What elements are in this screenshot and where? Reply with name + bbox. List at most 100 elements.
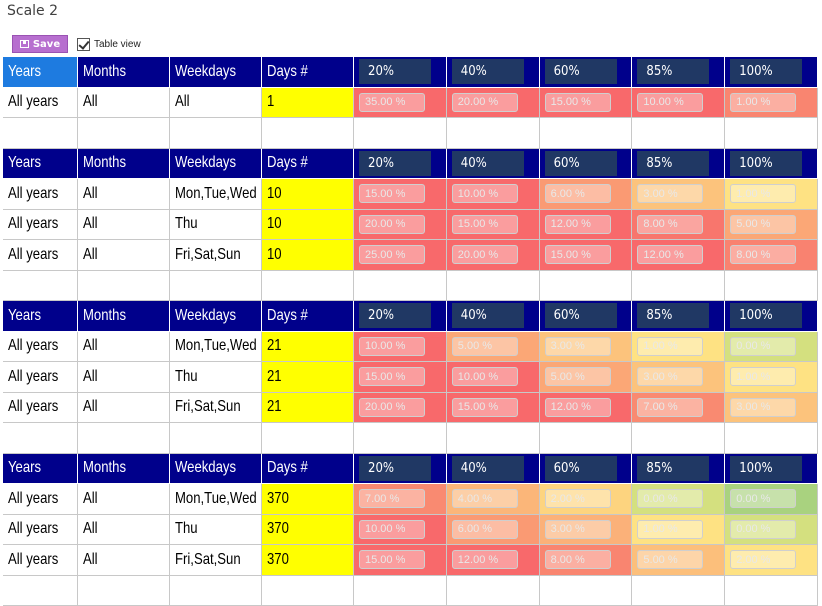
pct-value-input[interactable]: 15.00 % [359, 550, 425, 569]
blank-cell [447, 423, 540, 454]
header-pct-cell: 40% [447, 301, 540, 332]
pct-value-input[interactable]: 10.00 % [452, 367, 518, 386]
pct-value-cell: 10.00 % [447, 362, 540, 393]
pct-value-input[interactable]: 4.00 % [452, 489, 518, 508]
pct-value-input[interactable]: 0.00 % [730, 489, 796, 508]
pct-value-input[interactable]: 15.00 % [545, 245, 611, 264]
pct-value-input[interactable]: 15.00 % [359, 367, 425, 386]
pct-value-input[interactable]: 10.00 % [452, 184, 518, 203]
pct-value-cell: 12.00 % [447, 545, 540, 576]
pct-value-input[interactable]: 1.00 % [730, 93, 796, 112]
blank-cell [170, 271, 262, 302]
pct-value-input[interactable]: 7.00 % [359, 489, 425, 508]
pct-value-input[interactable]: 5.00 % [452, 337, 518, 356]
pct-value-cell: 10.00 % [632, 88, 725, 119]
months-cell: All [78, 515, 170, 546]
pct-value-input[interactable]: 5.00 % [637, 550, 703, 569]
pct-value-input[interactable]: 8.00 % [730, 245, 796, 264]
pct-value-input[interactable]: 20.00 % [452, 93, 518, 112]
days-cell-text: 370 [267, 551, 289, 569]
pct-value-input[interactable]: 6.00 % [452, 520, 518, 539]
pct-value-input[interactable]: 15.00 % [545, 93, 611, 112]
pct-value-input[interactable]: 3.00 % [545, 520, 611, 539]
months-cell-text: All [83, 246, 98, 264]
blank-cell [3, 423, 78, 454]
days-cell-text: 10 [267, 246, 282, 264]
header-days-text: Days # [267, 63, 308, 81]
pct-value-cell: 12.00 % [540, 393, 633, 424]
pct-value-input[interactable]: 25.00 % [359, 245, 425, 264]
pct-value-cell: 15.00 % [540, 88, 633, 119]
pct-value-input[interactable]: 8.00 % [637, 215, 703, 234]
header-weekdays-text: Weekdays [175, 459, 236, 477]
pct-value-input[interactable]: 3.00 % [730, 398, 796, 417]
pct-value-cell: 1.00 % [725, 362, 818, 393]
pct-value-input[interactable]: 3.00 % [545, 337, 611, 356]
pct-value-input[interactable]: 0.00 % [730, 337, 796, 356]
pct-value-cell: 15.00 % [447, 210, 540, 241]
months-cell: All [78, 88, 170, 119]
pct-value-input[interactable]: 8.00 % [545, 550, 611, 569]
weekdays-cell: All [170, 88, 262, 119]
pct-value-input[interactable]: 35.00 % [359, 93, 425, 112]
table-view-checkbox[interactable] [77, 38, 90, 51]
blank-cell [632, 271, 725, 302]
pct-value-input[interactable]: 0.00 % [637, 489, 703, 508]
pct-value-input[interactable]: 3.00 % [637, 367, 703, 386]
pct-value-input[interactable]: 12.00 % [452, 550, 518, 569]
pct-value-input[interactable]: 1.00 % [730, 184, 796, 203]
blank-cell [170, 423, 262, 454]
pct-value-input[interactable]: 7.00 % [637, 398, 703, 417]
months-cell: All [78, 210, 170, 241]
pct-value-cell: 8.00 % [725, 240, 818, 271]
months-cell: All [78, 545, 170, 576]
pct-value-input[interactable]: 1.00 % [730, 367, 796, 386]
header-pct-cell: 20% [354, 149, 447, 180]
pct-value-input[interactable]: 2.00 % [545, 489, 611, 508]
days-cell-text: 21 [267, 368, 282, 386]
pct-value-input[interactable]: 20.00 % [452, 245, 518, 264]
pct-value-input[interactable]: 15.00 % [359, 184, 425, 203]
header-pct-cell: 40% [447, 149, 540, 180]
header-years-text: Years [8, 154, 41, 172]
pct-value-input[interactable]: 0.00 % [730, 520, 796, 539]
header-months: Months [78, 57, 170, 88]
years-cell-text: All years [8, 185, 58, 203]
pct-value-input[interactable]: 10.00 % [359, 520, 425, 539]
header-months: Months [78, 454, 170, 485]
pct-value-input[interactable]: 12.00 % [545, 215, 611, 234]
pct-value-input[interactable]: 5.00 % [730, 215, 796, 234]
pct-value-input[interactable]: 15.00 % [452, 215, 518, 234]
pct-value-input[interactable]: 1.00 % [637, 520, 703, 539]
pct-value-input[interactable]: 10.00 % [359, 337, 425, 356]
weekdays-cell: Fri,Sat,Sun [170, 240, 262, 271]
months-cell: All [78, 179, 170, 210]
pct-value-input[interactable]: 5.00 % [545, 367, 611, 386]
pct-value-input[interactable]: 20.00 % [359, 215, 425, 234]
blank-cell [78, 423, 170, 454]
header-years: Years [3, 301, 78, 332]
days-cell: 10 [262, 240, 354, 271]
pct-value-input[interactable]: 12.00 % [637, 245, 703, 264]
save-button[interactable]: Save [12, 35, 68, 53]
pct-value-input[interactable]: 1.00 % [637, 337, 703, 356]
years-cell: All years [3, 240, 78, 271]
table-row: All years All Fri,Sat,Sun 10 25.00 % 20.00 % 1… [3, 240, 818, 271]
weekdays-cell: Thu [170, 210, 262, 241]
days-cell-text: 10 [267, 185, 282, 203]
pct-header-label: 60% [545, 151, 617, 176]
days-cell: 10 [262, 179, 354, 210]
pct-value-input[interactable]: 15.00 % [452, 398, 518, 417]
pct-value-input[interactable]: 3.00 % [637, 184, 703, 203]
pct-value-input[interactable]: 10.00 % [637, 93, 703, 112]
header-weekdays: Weekdays [170, 454, 262, 485]
pct-value-input[interactable]: 2.00 % [730, 550, 796, 569]
pct-value-cell: 20.00 % [447, 240, 540, 271]
pct-value-input[interactable]: 20.00 % [359, 398, 425, 417]
pct-header-label: 100% [730, 59, 802, 84]
pct-value-input[interactable]: 12.00 % [545, 398, 611, 417]
pct-header-label: 20% [359, 151, 431, 176]
pct-value-input[interactable]: 6.00 % [545, 184, 611, 203]
